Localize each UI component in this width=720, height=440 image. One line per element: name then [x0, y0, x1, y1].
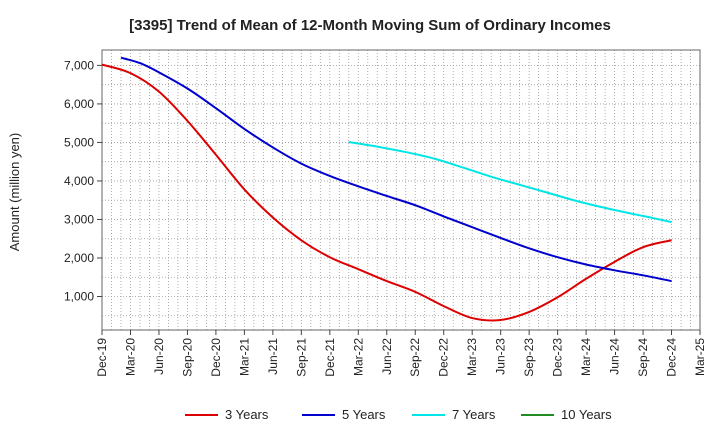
x-tick-label: Sep-20: [180, 338, 194, 377]
x-tick-label: Dec-19: [95, 338, 109, 377]
x-tick-label: Jun-22: [380, 338, 394, 375]
x-tick-label: Sep-23: [522, 338, 536, 377]
y-tick-label: 7,000: [64, 58, 94, 72]
x-tick-label: Mar-25: [693, 338, 707, 376]
x-tick-label: Mar-23: [465, 338, 479, 376]
x-tick-label: Sep-22: [408, 338, 422, 377]
x-tick-label: Dec-24: [665, 338, 679, 377]
x-tick-label: Mar-22: [351, 338, 365, 376]
x-tick-label: Jun-20: [152, 338, 166, 375]
x-tick-label: Dec-22: [437, 338, 451, 377]
x-tick-label: Jun-24: [608, 338, 622, 375]
x-axis: Dec-19 Mar-20 Jun-20 Sep-20 Dec-20 Mar-21 Jun-…: [95, 330, 707, 377]
legend-label-5-years: 5 Years: [342, 407, 386, 422]
series-line-5-years: [120, 56, 672, 283]
x-tick-label: Jun-23: [494, 338, 508, 375]
y-tick-label: 5,000: [64, 135, 94, 149]
y-axis-label: Amount (million yen): [7, 133, 22, 252]
series-group: [101, 56, 672, 322]
series-line-3-years: [101, 63, 672, 322]
x-tick-label: Dec-23: [551, 338, 565, 377]
grid: [102, 50, 700, 330]
y-tick-label: 2,000: [64, 251, 94, 265]
y-tick-label: 3,000: [64, 212, 94, 226]
legend: 3 Years 5 Years 7 Years 10 Years: [185, 407, 612, 422]
x-tick-label: Jun-21: [266, 338, 280, 375]
y-axis: 1,000 2,000 3,000 4,000 5,000 6,000 7,000: [64, 58, 102, 303]
plot-frame: [101, 49, 701, 331]
legend-label-10-years: 10 Years: [561, 407, 612, 422]
x-tick-label: Dec-21: [323, 338, 337, 377]
x-tick-label: Mar-21: [237, 338, 251, 376]
legend-label-7-years: 7 Years: [452, 407, 496, 422]
x-tick-label: Mar-20: [123, 338, 137, 376]
x-tick-label: Sep-21: [294, 338, 308, 377]
x-tick-label: Dec-20: [209, 338, 223, 377]
x-tick-label: Mar-24: [579, 338, 593, 376]
x-tick-label: Sep-24: [636, 338, 650, 377]
y-tick-label: 1,000: [64, 289, 94, 303]
y-tick-label: 6,000: [64, 97, 94, 111]
y-tick-label: 4,000: [64, 174, 94, 188]
series-line-7-years: [348, 141, 672, 224]
chart-title: [3395] Trend of Mean of 12-Month Moving …: [129, 17, 611, 34]
legend-label-3-years: 3 Years: [225, 407, 269, 422]
